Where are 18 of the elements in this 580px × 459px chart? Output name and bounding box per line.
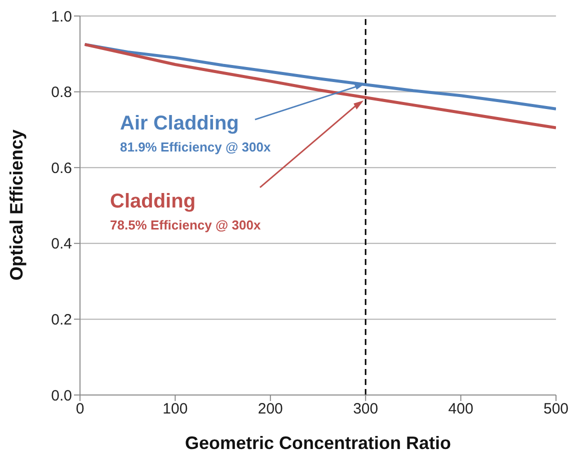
annotation: 81.9% Efficiency @ 300x: [120, 140, 272, 155]
y-axis-title: Optical Efficiency: [6, 129, 26, 280]
x-tick-label: 0: [76, 400, 84, 418]
y-tick-label: 0.6: [51, 160, 72, 177]
x-axis-title: Geometric Concentration Ratio: [184, 433, 452, 453]
x-tick-label: 200: [258, 400, 283, 418]
x-tick-label: 500: [543, 400, 569, 418]
y-tick-label: 0.2: [51, 312, 72, 329]
annotation: 78.5% Efficiency @ 300x: [110, 217, 262, 232]
y-tick-label: 0.0: [51, 387, 72, 404]
x-tick-label: 400: [448, 400, 474, 418]
y-tick-label: 0.4: [51, 236, 72, 253]
text: Cladding: [110, 190, 196, 212]
text: Air Cladding: [120, 112, 239, 135]
y-tick-label: 0.8: [51, 84, 72, 102]
y-tick-label: 1.0: [51, 8, 72, 26]
x-tick-label: 100: [162, 400, 188, 418]
x-tick-label: 300: [353, 400, 378, 418]
